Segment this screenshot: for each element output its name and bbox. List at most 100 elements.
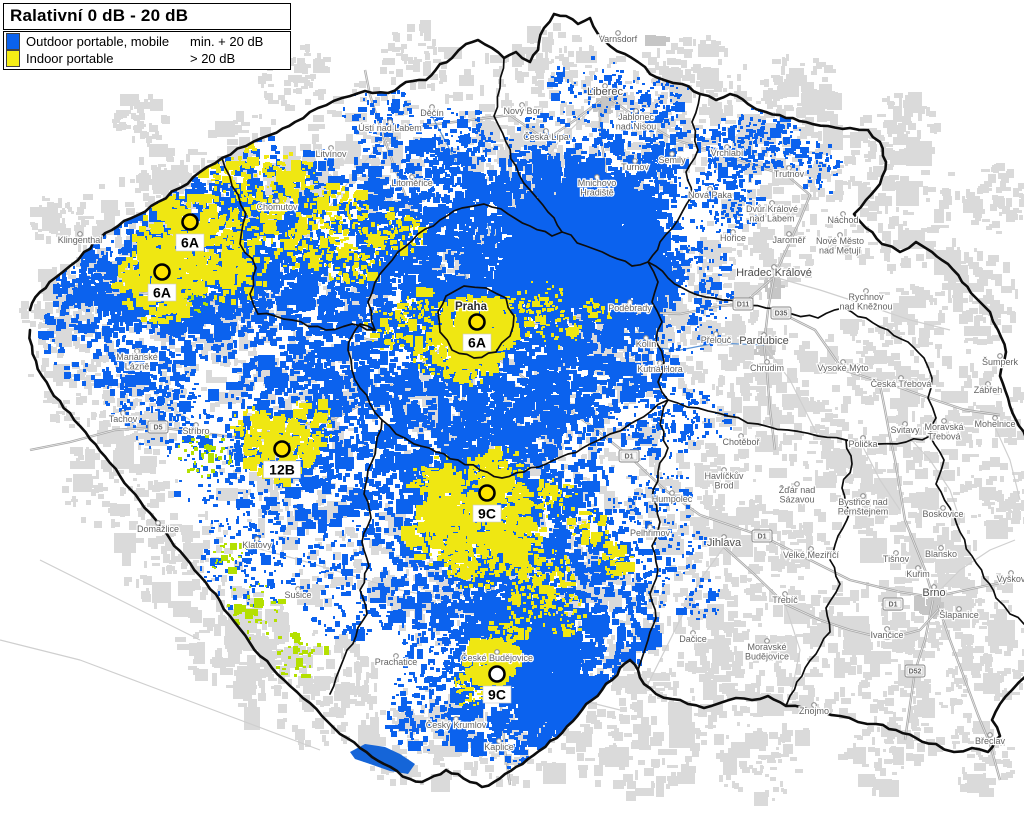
svg-text:Ústí nad Labem: Ústí nad Labem <box>358 123 422 133</box>
channel-label: 9C <box>478 506 496 522</box>
terrain-layer <box>19 20 1024 806</box>
indoor-color-swatch <box>6 50 20 67</box>
svg-text:Brno: Brno <box>922 587 945 599</box>
svg-text:Český Krumlov: Český Krumlov <box>426 720 487 730</box>
transmitter-marker-9c: 9C <box>472 484 502 523</box>
city-label: Turnov <box>620 158 651 173</box>
road-sign-d1: D1 <box>882 597 904 611</box>
svg-text:Přelouč: Přelouč <box>701 335 732 345</box>
svg-text:Stříbro: Stříbro <box>182 426 209 436</box>
transmitter-marker-6a: 6A <box>175 213 205 252</box>
road-sign-d35: D35 <box>770 306 792 320</box>
channel-label-box <box>472 504 502 523</box>
svg-text:D1: D1 <box>758 534 767 541</box>
transmitter-markers-layer: 6A 6A Praha 6A 12B 9C 9C <box>147 213 512 704</box>
city-label: Svitavy <box>889 421 921 436</box>
transmitter-dot <box>181 213 199 231</box>
city-label: České Budějovice <box>460 649 534 664</box>
svg-text:Sušice: Sušice <box>284 590 311 600</box>
city-label: Klingenthal <box>57 231 103 246</box>
channel-label-box <box>175 233 205 252</box>
city-label: Litoměřice <box>390 174 434 189</box>
svg-text:Litoměřice: Litoměřice <box>391 178 433 188</box>
svg-text:Chomutov: Chomutov <box>256 202 298 212</box>
legend-row-outdoor: Outdoor portable, mobile min. + 20 dB <box>6 33 285 50</box>
city-label: Třebíč <box>771 591 799 606</box>
city-label: Klatovy <box>241 536 273 551</box>
region-borders <box>221 57 1024 707</box>
transmitter-dot <box>488 665 506 683</box>
svg-text:Liberec: Liberec <box>587 86 624 98</box>
city-label: Boskovice <box>921 505 965 520</box>
city-label: Nový Bor <box>502 102 542 117</box>
city-label: Pardubice <box>738 332 790 348</box>
city-label: Chotěboř <box>721 433 762 448</box>
city-label: Děčín <box>419 104 445 119</box>
svg-text:Svitavy: Svitavy <box>890 425 920 435</box>
svg-text:Boskovice: Boskovice <box>922 509 963 519</box>
svg-text:Znojmo: Znojmo <box>799 706 829 716</box>
svg-text:Velké Meziříčí: Velké Meziříčí <box>783 550 840 560</box>
channel-label-box <box>147 283 177 302</box>
city-label: Jaroměř <box>771 231 808 246</box>
indoor-coverage <box>111 137 635 706</box>
svg-text:České Budějovice: České Budějovice <box>461 653 533 663</box>
svg-text:D11: D11 <box>737 302 750 309</box>
city-label: Polička <box>847 435 879 450</box>
city-label: Pelhřimov <box>629 524 672 539</box>
transmitter-marker-6a: Praha 6A <box>454 300 492 352</box>
road-sign-d5: D5 <box>147 420 169 434</box>
city-label: Sušice <box>283 586 313 601</box>
city-label: Vyškov <box>995 570 1024 585</box>
legend-row-indoor: Indoor portable > 20 dB <box>6 50 285 67</box>
road-signs-layer: D5 D1 D1 D1 D11 D35 D52 <box>147 297 926 678</box>
city-label: Dvůr Králové nad Labem <box>745 200 799 225</box>
svg-text:Česká Třebová: Česká Třebová <box>871 379 932 389</box>
svg-text:Šumperk: Šumperk <box>982 357 1019 367</box>
city-label: Semily <box>657 151 687 166</box>
road-sign-d1: D1 <box>751 529 773 543</box>
city-label: Ústí nad Labem <box>357 119 423 134</box>
city-label: Kuřim <box>905 565 931 580</box>
svg-text:Vysoké Mýto: Vysoké Mýto <box>817 363 868 373</box>
svg-text:Nový Bor: Nový Bor <box>503 106 540 116</box>
city-label: Varnsdorf <box>598 30 639 45</box>
svg-text:Pardubice: Pardubice <box>739 335 789 347</box>
city-label: Ivančice <box>869 626 905 641</box>
city-label-praha: Praha <box>455 301 488 313</box>
svg-text:Tišnov: Tišnov <box>883 554 910 564</box>
svg-text:D1: D1 <box>625 454 634 461</box>
city-label: Humpolec <box>651 490 694 505</box>
transmitter-dot <box>273 440 291 458</box>
road-sign-d1: D1 <box>618 449 640 463</box>
city-label: Znojmo <box>798 702 830 717</box>
svg-text:Zábřeh: Zábřeh <box>974 385 1003 395</box>
transmitter-dot <box>153 263 171 281</box>
city-label: Šumperk <box>981 353 1020 368</box>
transmitter-marker-12b: 12B <box>263 440 301 479</box>
svg-text:Kuřim: Kuřim <box>906 569 930 579</box>
coverage-layer <box>38 56 843 777</box>
city-label: Prachatice <box>374 653 418 668</box>
svg-text:Blansko: Blansko <box>925 549 957 559</box>
city-label: Poděbrady <box>607 299 653 314</box>
svg-text:Klatovy: Klatovy <box>242 540 272 550</box>
city-label: Zábřeh <box>973 381 1003 396</box>
svg-text:Třebíč: Třebíč <box>772 595 798 605</box>
outdoor-label: Outdoor portable, mobile <box>26 34 170 49</box>
svg-text:Jihlava: Jihlava <box>707 537 742 549</box>
city-label: Moravské Budějovice <box>744 638 790 663</box>
city-label: Dačice <box>678 630 708 645</box>
svg-text:Břeclav: Břeclav <box>975 736 1006 746</box>
city-label: Tišnov <box>882 550 911 565</box>
svg-text:Varnsdorf: Varnsdorf <box>599 34 638 44</box>
channel-label: 6A <box>181 235 199 251</box>
svg-text:Vyškov: Vyškov <box>997 574 1024 584</box>
city-label: Brno <box>921 584 947 600</box>
